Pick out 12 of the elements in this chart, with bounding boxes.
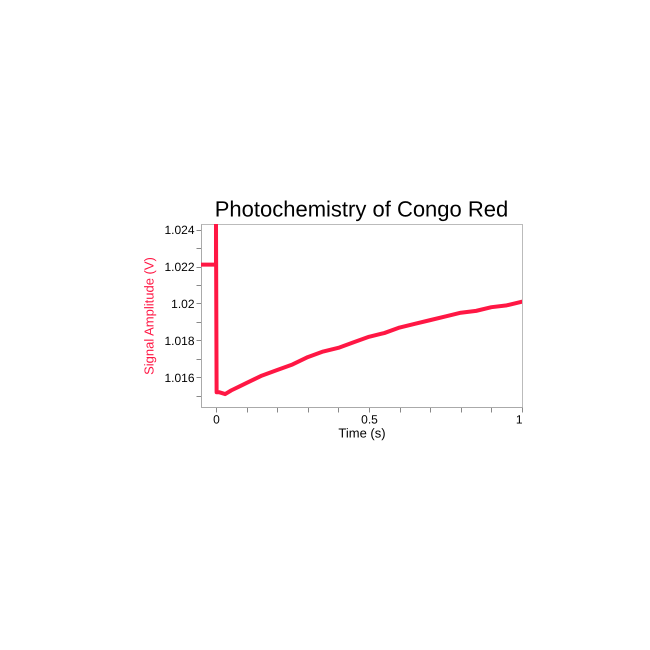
- y-tick-label: 1.024: [164, 223, 195, 238]
- y-tick-label: 1.02: [171, 296, 195, 311]
- line-series: [201, 224, 522, 396]
- y-tick-label: 1.022: [164, 260, 195, 274]
- x-tick-label: 1: [516, 412, 523, 426]
- y-tick-label: 1.018: [164, 334, 195, 348]
- y-tick-label: 1.016: [164, 370, 195, 385]
- chart-title: Photochemistry of Congo Red: [214, 196, 508, 222]
- x-axis-title: Time (s): [338, 426, 386, 440]
- y-axis-title: Signal Amplitude (V): [141, 257, 156, 375]
- x-tick-label: 0: [213, 412, 220, 426]
- x-tick-label: 0.5: [361, 412, 378, 426]
